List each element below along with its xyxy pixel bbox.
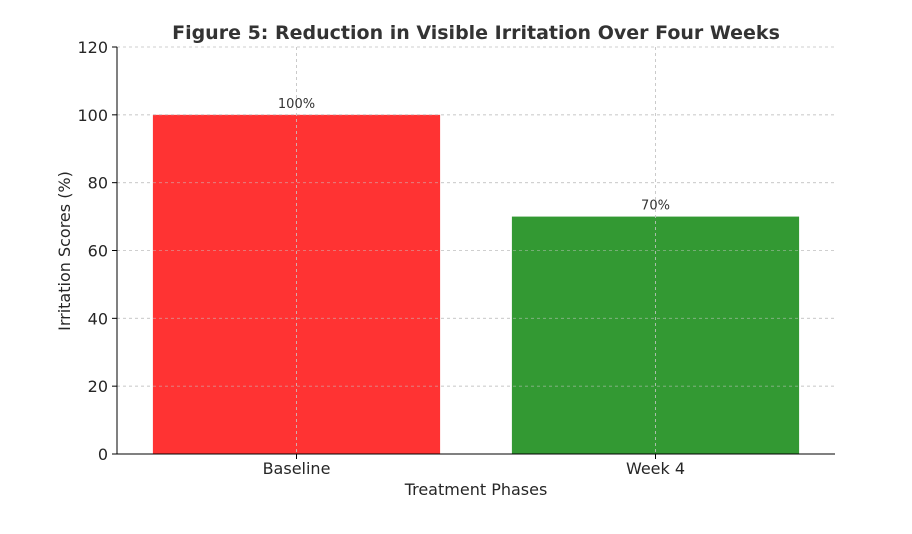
bars [117,46,835,454]
x-tick-label-0: Baseline [263,459,331,478]
x-axis-ticks: Baseline Week 4 [263,454,685,478]
x-tick-label-1: Week 4 [626,459,685,478]
y-tick-label-2: 40 [88,309,108,328]
y-tick-label-6: 120 [77,38,108,57]
data-label-0: 100% [278,97,315,112]
data-labels: 100% 70% [278,97,670,214]
y-tick-label-4: 80 [88,174,108,193]
y-axis-label: Irritation Scores (%) [55,171,74,331]
y-tick-label-1: 20 [88,377,108,396]
x-axis-label: Treatment Phases [404,480,548,499]
data-label-1: 70% [641,199,670,214]
y-tick-label-0: 0 [98,445,108,464]
y-tick-label-5: 100 [77,106,108,125]
chart-title: Figure 5: Reduction in Visible Irritatio… [172,22,780,44]
y-tick-label-3: 60 [88,242,108,261]
y-axis-ticks: 0 20 40 60 80 100 120 [77,38,117,464]
